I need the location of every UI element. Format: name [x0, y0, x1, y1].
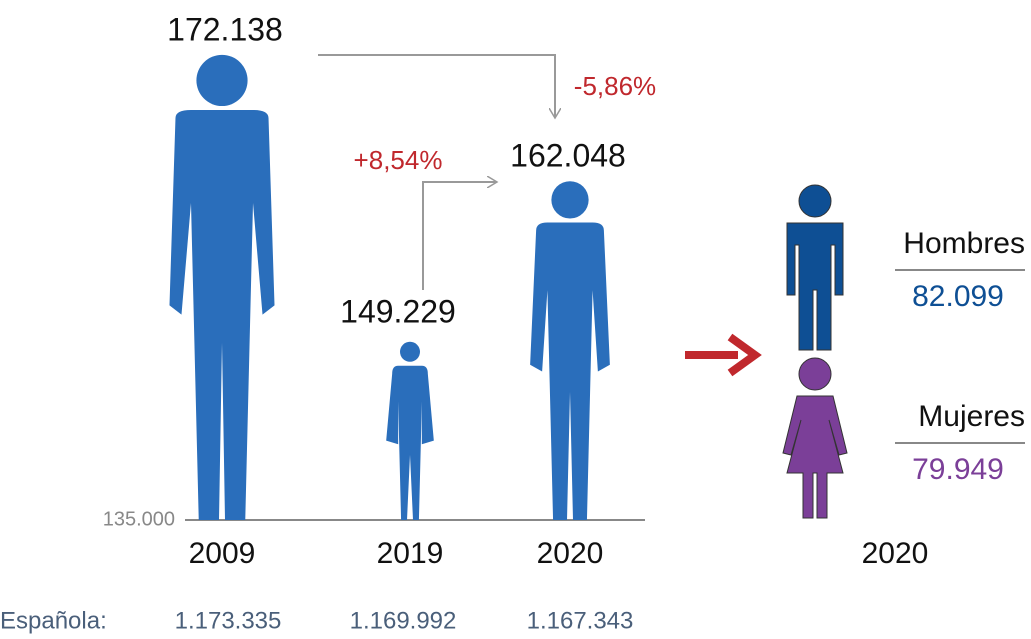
change-label: +8,54%	[354, 145, 443, 175]
change-arrow	[423, 182, 497, 290]
body	[386, 366, 434, 520]
y-tick-label: 135.000	[103, 508, 175, 530]
gender-icon	[783, 358, 847, 518]
head	[196, 55, 247, 106]
head	[799, 185, 831, 217]
footer-value: 1.173.335	[175, 607, 282, 634]
body	[169, 110, 274, 520]
head	[799, 358, 831, 390]
value-label: 162.048	[510, 137, 626, 173]
change-label: -5,86%	[574, 71, 656, 101]
body	[787, 223, 843, 350]
footer-value: 1.167.343	[527, 607, 634, 634]
bar	[386, 342, 434, 520]
legend-value: 82.099	[912, 280, 1004, 313]
bar	[169, 55, 274, 520]
legend-value: 79.949	[912, 453, 1004, 486]
gender-icon	[787, 185, 843, 350]
legend-name: Hombres	[903, 227, 1025, 260]
change-arrow	[318, 55, 555, 118]
footer-label: Española:	[0, 607, 107, 634]
body	[530, 222, 610, 520]
breakdown-category: 2020	[862, 537, 929, 570]
chart: 135.000 172.138 2009 149.229 2019 162.048 2020…	[0, 0, 1031, 639]
value-label: 149.229	[340, 293, 456, 329]
body	[783, 396, 847, 518]
x-tick-label: 2009	[189, 537, 256, 570]
value-label: 172.138	[167, 11, 283, 47]
head	[400, 342, 420, 362]
bar	[530, 181, 610, 520]
x-tick-label: 2020	[537, 537, 604, 570]
x-tick-label: 2019	[377, 537, 444, 570]
legend-name: Mujeres	[918, 400, 1025, 433]
footer-value: 1.169.992	[350, 607, 457, 634]
head	[551, 181, 588, 218]
